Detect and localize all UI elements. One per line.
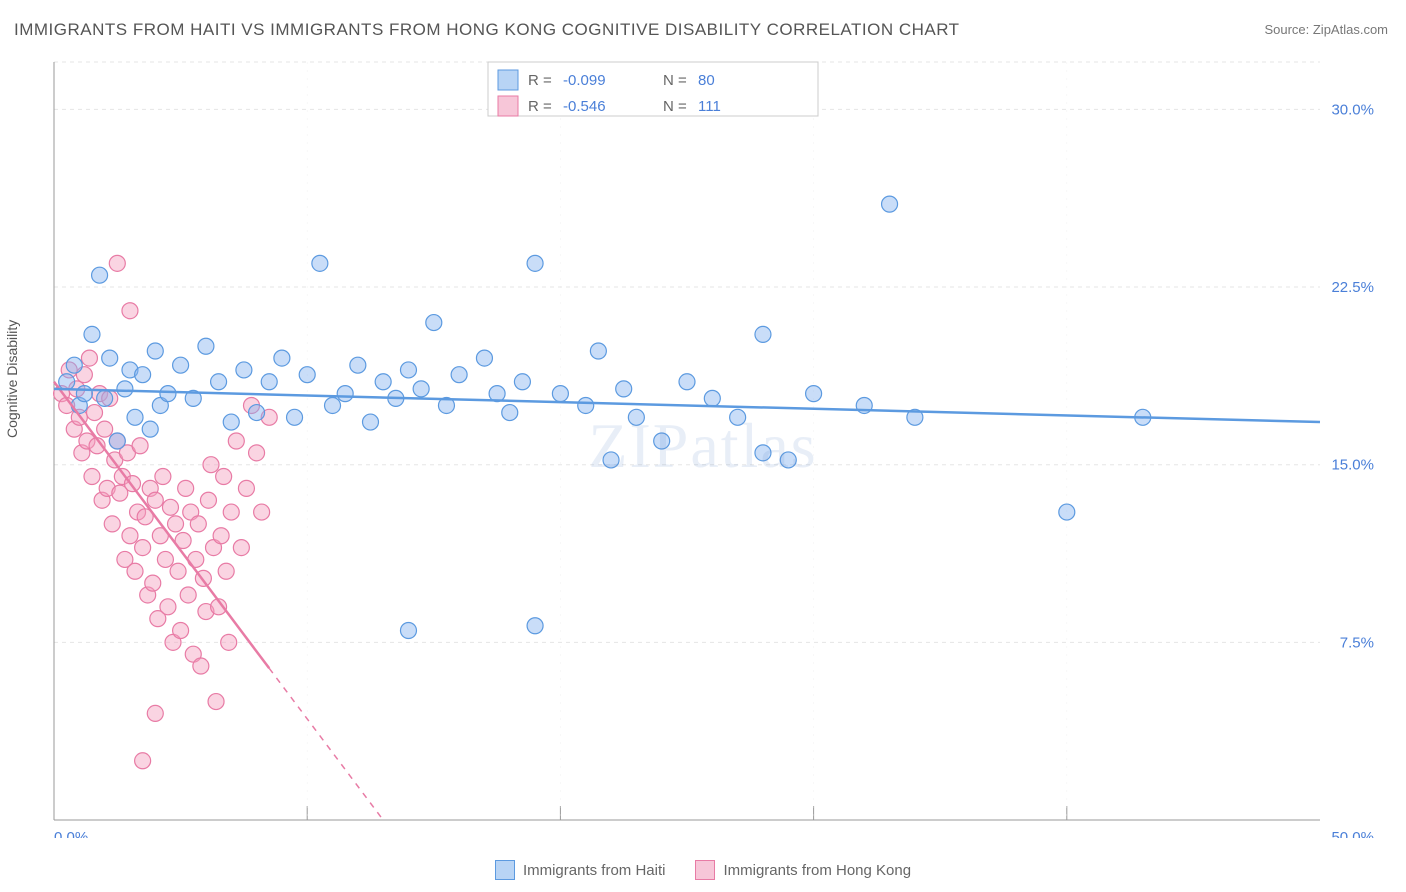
legend-swatch-haiti (495, 860, 515, 880)
svg-text:-0.546: -0.546 (563, 98, 606, 115)
legend-label-hongkong: Immigrants from Hong Kong (723, 862, 911, 879)
legend-label-haiti: Immigrants from Haiti (523, 862, 666, 879)
legend-swatch-hongkong (695, 860, 715, 880)
bottom-legend: Immigrants from Haiti Immigrants from Ho… (0, 860, 1406, 880)
legend-item-haiti: Immigrants from Haiti (495, 860, 666, 880)
svg-text:111: 111 (698, 98, 721, 115)
svg-text:22.5%: 22.5% (1331, 279, 1374, 296)
source-attribution: Source: ZipAtlas.com (1264, 22, 1388, 37)
svg-text:30.0%: 30.0% (1331, 101, 1374, 118)
svg-text:50.0%: 50.0% (1331, 829, 1374, 838)
svg-text:N =: N = (663, 98, 687, 115)
svg-text:N =: N = (663, 72, 687, 89)
chart-title: IMMIGRANTS FROM HAITI VS IMMIGRANTS FROM… (14, 20, 960, 40)
legend-item-hongkong: Immigrants from Hong Kong (695, 860, 911, 880)
svg-text:80: 80 (698, 72, 715, 89)
scatter-chart: 7.5% 15.0% 22.5% 30.0% 0.0% 50.0% R = -0.099 N =… (48, 60, 1388, 838)
svg-text:15.0%: 15.0% (1331, 457, 1374, 474)
svg-text:R =: R = (528, 98, 552, 115)
svg-text:0.0%: 0.0% (54, 829, 88, 838)
svg-text:7.5%: 7.5% (1340, 634, 1374, 651)
y-axis-label: Cognitive Disability (4, 320, 20, 438)
svg-text:-0.099: -0.099 (563, 72, 606, 89)
svg-text:R =: R = (528, 72, 552, 89)
